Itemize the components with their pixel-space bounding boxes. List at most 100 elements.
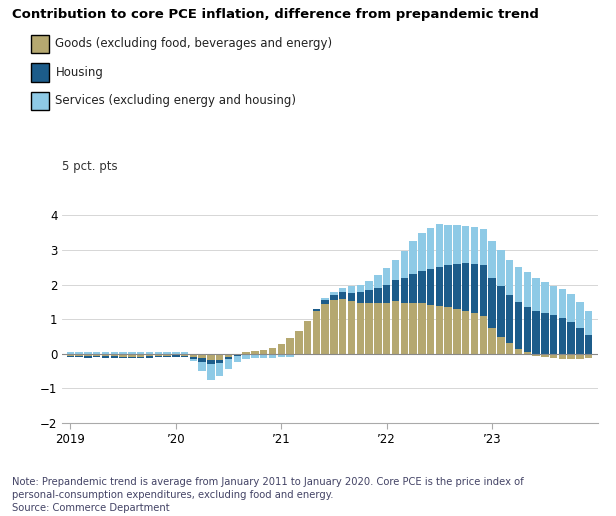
Bar xyxy=(348,286,355,293)
Bar xyxy=(260,350,267,354)
Bar xyxy=(260,355,267,358)
Bar xyxy=(497,286,505,336)
Bar xyxy=(198,354,206,358)
Bar xyxy=(67,352,74,354)
Bar xyxy=(198,358,206,362)
Text: Note: Prepandemic trend is average from January 2011 to January 2020. Core PCE i: Note: Prepandemic trend is average from … xyxy=(12,477,524,513)
Bar xyxy=(190,357,197,359)
Bar xyxy=(84,352,92,354)
Bar xyxy=(497,336,505,354)
Bar xyxy=(225,359,232,369)
Bar xyxy=(392,301,399,354)
Bar xyxy=(67,354,74,356)
Bar xyxy=(567,294,575,322)
Bar xyxy=(277,355,285,357)
Bar xyxy=(75,356,83,357)
Bar xyxy=(550,354,557,358)
Bar xyxy=(207,360,215,364)
Bar xyxy=(532,311,540,354)
Bar xyxy=(111,354,118,356)
Bar xyxy=(471,228,478,264)
Bar xyxy=(524,352,531,354)
Bar xyxy=(304,321,311,354)
Bar xyxy=(418,271,426,302)
Bar xyxy=(233,356,241,362)
Bar xyxy=(286,354,294,355)
Bar xyxy=(269,348,276,354)
Bar xyxy=(84,356,92,358)
Bar xyxy=(409,241,417,274)
Bar xyxy=(462,227,469,263)
Bar xyxy=(480,229,487,265)
Bar xyxy=(383,268,391,284)
Bar xyxy=(409,302,417,354)
Bar xyxy=(515,349,522,354)
Bar xyxy=(400,278,408,302)
Bar xyxy=(506,344,513,354)
Bar xyxy=(374,275,382,288)
Bar xyxy=(163,352,171,354)
Bar xyxy=(585,311,593,335)
Bar xyxy=(102,356,109,358)
Bar xyxy=(120,352,127,354)
Bar xyxy=(330,300,338,354)
Bar xyxy=(365,302,373,354)
Bar xyxy=(550,285,557,315)
Bar xyxy=(155,354,162,356)
Bar xyxy=(453,309,461,354)
Bar xyxy=(427,304,434,354)
Text: Services (excluding energy and housing): Services (excluding energy and housing) xyxy=(55,94,296,107)
Bar xyxy=(488,241,496,278)
Bar xyxy=(233,355,241,356)
Bar xyxy=(585,335,593,354)
Bar xyxy=(365,281,373,291)
Bar xyxy=(207,354,215,360)
Bar xyxy=(339,299,346,354)
Bar xyxy=(251,354,259,355)
Bar xyxy=(348,301,355,354)
Bar xyxy=(181,356,188,357)
Bar xyxy=(163,354,171,356)
Bar xyxy=(146,352,153,354)
Bar xyxy=(286,338,294,354)
Bar xyxy=(216,354,224,360)
Bar xyxy=(75,354,83,356)
Bar xyxy=(506,260,513,295)
Bar xyxy=(436,306,443,354)
Bar xyxy=(365,291,373,302)
Bar xyxy=(216,363,224,376)
Bar xyxy=(111,352,118,354)
Bar xyxy=(374,302,382,354)
Bar xyxy=(111,356,118,358)
Bar xyxy=(488,278,496,328)
Bar xyxy=(541,354,548,357)
Bar xyxy=(559,354,566,359)
Bar xyxy=(269,355,276,358)
Bar xyxy=(462,263,469,311)
Bar xyxy=(225,354,232,357)
Bar xyxy=(102,354,109,356)
Bar xyxy=(567,354,575,359)
Bar xyxy=(190,359,197,361)
Bar xyxy=(146,356,153,358)
Bar xyxy=(392,260,399,280)
Bar xyxy=(532,354,540,356)
Text: 5 pct. pts: 5 pct. pts xyxy=(62,160,117,173)
Bar xyxy=(286,355,294,357)
Bar xyxy=(322,303,329,354)
Bar xyxy=(155,356,162,357)
Bar xyxy=(146,354,153,356)
Bar xyxy=(242,354,250,355)
Bar xyxy=(400,302,408,354)
Bar xyxy=(400,251,408,278)
Bar xyxy=(576,354,584,359)
Bar xyxy=(453,264,461,309)
Bar xyxy=(339,288,346,292)
Bar xyxy=(93,354,100,356)
Bar xyxy=(172,355,179,357)
Bar xyxy=(427,269,434,304)
Bar xyxy=(567,322,575,354)
Bar xyxy=(471,313,478,354)
Bar xyxy=(120,354,127,357)
Bar xyxy=(541,313,548,354)
